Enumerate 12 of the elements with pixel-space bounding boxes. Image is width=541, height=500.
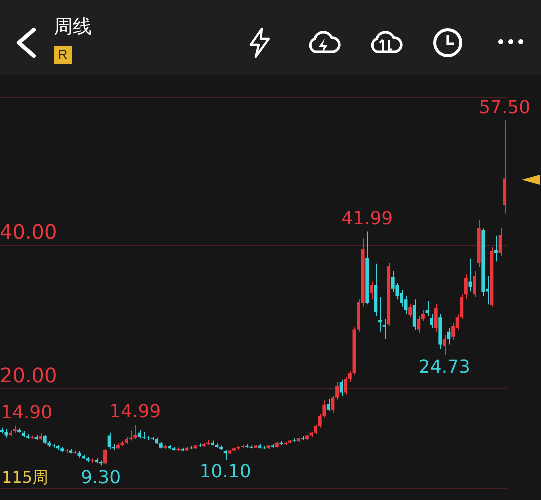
text: 14.90	[1, 402, 53, 424]
text: 24.73	[418, 356, 470, 378]
text: R	[54, 46, 72, 64]
annotation: 115周	[2, 468, 49, 489]
text: 57.50	[479, 97, 531, 118]
y-tick-label: 40.00	[0, 220, 58, 244]
text: 14.99	[110, 402, 162, 423]
text: 41.99	[342, 208, 394, 230]
y-tick-label: 20.00	[0, 363, 58, 388]
text: 9.30	[80, 467, 122, 488]
chart-title: 周线	[54, 15, 92, 40]
text: 10.10	[200, 462, 252, 483]
